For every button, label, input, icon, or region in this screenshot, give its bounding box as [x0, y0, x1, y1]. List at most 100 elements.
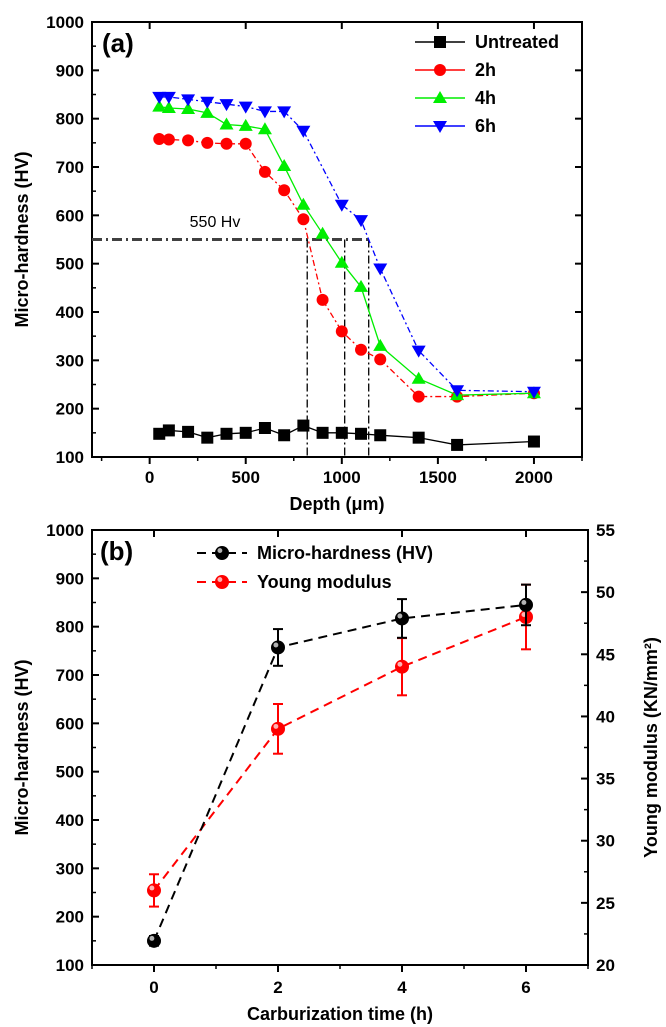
panel-a-x-tick-label: 2000: [515, 468, 553, 487]
panel-b-left-y-tick-label: 400: [56, 811, 84, 830]
panel-a-y-axis-title: Micro-hardness (HV): [12, 151, 32, 327]
series-line-hardness: [153, 603, 527, 942]
panel-b-right-y-tick-label: 35: [596, 770, 615, 789]
panel-b-left-y-tick-label: 500: [56, 763, 84, 782]
data-point-untreated: [153, 427, 166, 440]
data-point-untreated: [182, 425, 195, 438]
panel-b-left-y-axis-title: Micro-hardness (HV): [12, 659, 32, 835]
panel-b-left-y-tick-label: 300: [56, 859, 84, 878]
panel-b-left-y-tick-label: 900: [56, 569, 84, 588]
data-point-hardness: [271, 640, 285, 655]
data-point-2h: [355, 343, 368, 356]
data-point-2h: [201, 136, 214, 149]
data-point-young-highlight: [273, 723, 279, 729]
panel-a-y-tick-label: 900: [56, 61, 84, 80]
data-point-2h: [278, 184, 291, 197]
legend-marker-hardness: [215, 546, 229, 560]
panel-b-x-tick-label: 4: [397, 978, 407, 997]
data-point-2h: [239, 137, 252, 150]
legend-marker-6h: [433, 121, 447, 133]
data-point-2h: [412, 390, 425, 403]
panel-b-x-axis-title: Carburization time (h): [247, 1004, 433, 1024]
panel-a-y-tick-label: 200: [56, 400, 84, 419]
data-point-4h: [152, 99, 167, 112]
data-point-untreated: [451, 438, 464, 451]
panel-b-right-y-axis-title: Young modulus (KN/mm²): [641, 637, 661, 858]
data-point-6h: [296, 125, 311, 138]
panel-a-chart: 100 200 300 400 500 600 700 800 900 1000 0 500 1000 1…: [12, 13, 583, 514]
legend-label-2h: 2h: [475, 60, 496, 80]
legend-label-untreated: Untreated: [475, 32, 559, 52]
panel-b-right-y-tick-label: 20: [596, 956, 615, 975]
legend-marker-2h: [434, 64, 446, 76]
panel-a-label: (a): [102, 28, 134, 58]
data-point-untreated: [374, 429, 387, 442]
panel-a-x-tick-label: 1500: [419, 468, 457, 487]
legend-marker-young-highlight: [217, 577, 223, 582]
series-line-untreated: [159, 424, 534, 446]
panel-a-x-tick-label: 1000: [323, 468, 361, 487]
panel-b-plot-frame: [91, 529, 589, 966]
legend-marker-4h: [433, 91, 447, 103]
series-line-4h: [159, 105, 534, 396]
panel-a-y-tick-label: 300: [56, 351, 84, 370]
panel-b-right-y-tick-label: 30: [596, 832, 615, 851]
legend-label-young: Young modulus: [257, 572, 392, 592]
data-point-young: [395, 659, 409, 674]
data-point-young-highlight: [149, 885, 155, 891]
panel-a-y-tick-label: 500: [56, 255, 84, 274]
data-point-untreated: [239, 426, 252, 439]
threshold-label: 550 Hv: [190, 214, 241, 231]
data-point-untreated: [278, 429, 291, 442]
series-line-young: [153, 616, 527, 892]
data-point-4h: [181, 102, 196, 114]
data-point-4h: [411, 371, 426, 384]
data-point-6h: [257, 106, 272, 119]
data-point-2h: [162, 133, 175, 146]
data-point-6h: [450, 385, 465, 398]
panel-b-x-tick-label: 6: [521, 978, 530, 997]
data-point-young: [147, 883, 161, 898]
data-point-6h: [238, 101, 253, 114]
panel-b-left-y-tick-label: 600: [56, 714, 84, 733]
data-point-untreated: [258, 422, 271, 434]
data-point-hardness: [147, 933, 161, 948]
data-point-2h: [220, 137, 233, 150]
data-point-4h: [257, 122, 272, 135]
data-point-6h: [411, 345, 426, 358]
data-point-young-highlight: [397, 661, 403, 667]
data-point-2h: [297, 213, 310, 226]
data-point-4h: [354, 279, 369, 292]
legend-label-hardness: Micro-hardness (HV): [257, 543, 433, 563]
panel-a-y-tick-label: 700: [56, 158, 84, 177]
legend-marker-untreated: [434, 36, 446, 48]
panel-b-left-y-tick-label: 1000: [46, 521, 84, 540]
legend-label-6h: 6h: [475, 116, 496, 136]
data-point-6h: [219, 99, 234, 112]
panel-b-right-y-tick-label: 40: [596, 707, 615, 726]
data-point-young: [271, 721, 285, 736]
data-point-6h: [354, 215, 369, 228]
series-line-2h: [159, 138, 534, 398]
data-point-6h: [152, 91, 167, 104]
data-point-4h: [238, 118, 253, 131]
data-point-hardness-highlight: [521, 600, 527, 605]
panel-b-label: (b): [100, 536, 133, 566]
data-point-hardness-highlight: [149, 935, 155, 941]
data-point-6h: [181, 94, 196, 107]
data-point-4h: [200, 105, 215, 118]
panel-b-left-y-tick-label: 100: [56, 956, 84, 975]
data-point-hardness: [519, 597, 533, 612]
data-point-6h: [373, 263, 388, 276]
data-point-2h: [316, 293, 329, 306]
panel-b-right-y-tick-label: 45: [596, 645, 615, 664]
data-point-6h: [200, 96, 215, 109]
panel-a-y-tick-label: 1000: [46, 13, 84, 32]
panel-a-x-tick-label: 0: [145, 468, 154, 487]
data-point-2h: [153, 132, 166, 145]
data-point-4h: [334, 255, 349, 268]
data-point-untreated: [316, 426, 329, 439]
data-point-hardness: [395, 611, 409, 626]
data-point-6h: [161, 91, 176, 104]
